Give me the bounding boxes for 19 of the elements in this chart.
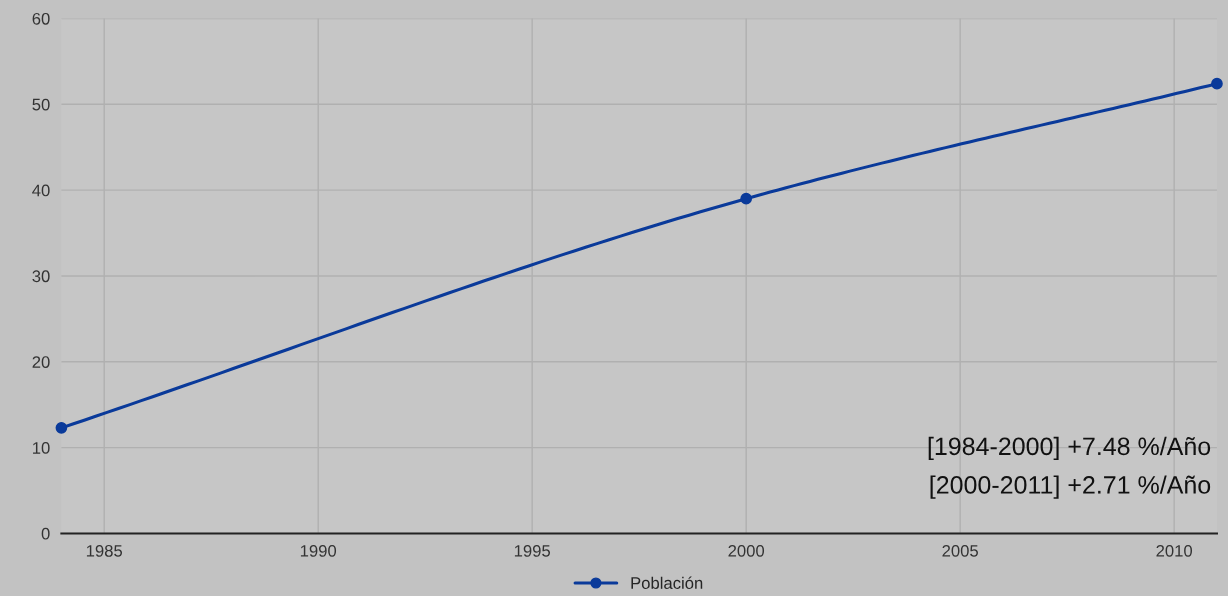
x-tick-label: 2005 xyxy=(942,544,978,557)
y-tick-label: 40 xyxy=(32,184,50,197)
x-tick-label: 1985 xyxy=(86,544,123,557)
x-tick-label: 2010 xyxy=(1156,544,1193,557)
legend-label: Población xyxy=(631,576,703,589)
y-tick-label: 20 xyxy=(32,356,50,368)
y-tick-label: 50 xyxy=(32,98,50,111)
y-tick-label: 30 xyxy=(32,270,50,283)
annotation: [1984-2000] +7.48 %/Año xyxy=(928,436,1211,461)
y-tick-label: 0 xyxy=(41,527,50,540)
point xyxy=(740,192,753,205)
y-tick-label: 10 xyxy=(33,442,50,454)
y-tick-label: 60 xyxy=(32,12,50,25)
x-tick-label: 1990 xyxy=(300,544,337,557)
x-tick-label: 1995 xyxy=(514,544,551,557)
x-tick-label: 2000 xyxy=(728,544,765,557)
point xyxy=(55,422,68,434)
annotation: [2000-2011] +2.71 %/Año xyxy=(930,475,1211,499)
point xyxy=(1211,77,1223,90)
